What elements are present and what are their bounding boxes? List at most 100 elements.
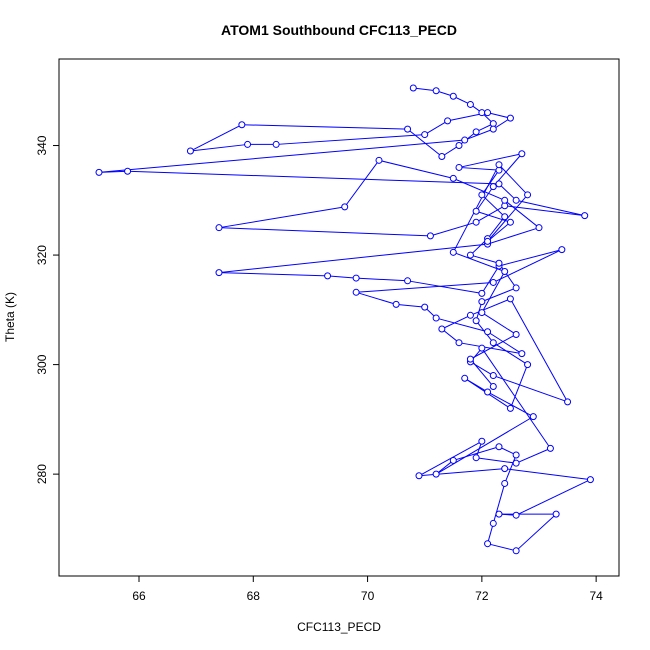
series-line-segment	[509, 364, 529, 409]
data-point	[466, 311, 474, 319]
series-line-segment	[356, 281, 494, 293]
series-line-segment	[475, 186, 494, 212]
series-line-segment	[504, 468, 591, 481]
series-line-segment	[436, 317, 488, 333]
series-line-segment	[190, 124, 243, 152]
series-line-segment	[407, 280, 482, 294]
series-line-segment	[276, 134, 425, 145]
data-point	[501, 479, 509, 487]
data-point	[518, 350, 526, 358]
series-line-segment	[516, 199, 585, 217]
series-line-segment	[441, 314, 471, 330]
data-point	[512, 330, 520, 338]
data-point	[524, 361, 532, 369]
data-point	[375, 156, 383, 164]
series-line-segment	[481, 312, 517, 335]
series-line-segment	[481, 347, 551, 449]
y-tick-label: 280	[35, 464, 49, 484]
series-line-segment	[218, 243, 488, 274]
series-line-segment	[435, 416, 534, 475]
series-line-segment	[378, 159, 454, 179]
series-line-segment	[435, 460, 454, 475]
data-point	[512, 511, 520, 519]
data-point	[466, 355, 474, 363]
y-tick-label: 320	[35, 245, 49, 265]
data-point	[489, 183, 497, 191]
data-point	[484, 328, 492, 336]
data-point	[426, 232, 434, 240]
series-line-segment	[470, 358, 494, 387]
series-line-segment	[475, 205, 505, 223]
data-point	[244, 140, 252, 148]
data-point	[432, 470, 440, 478]
series-line-segment	[487, 331, 523, 355]
data-point	[352, 288, 360, 296]
series-line-segment	[218, 206, 345, 229]
series-line-segment	[493, 342, 528, 366]
data-point	[455, 142, 463, 150]
data-point	[546, 444, 554, 452]
data-point	[392, 300, 400, 308]
data-point	[506, 295, 514, 303]
data-point	[272, 140, 280, 148]
data-point	[478, 191, 486, 199]
series-line-segment	[424, 120, 448, 136]
x-axis-label: CFC113_PECD	[297, 620, 381, 634]
series-line-segment	[487, 227, 540, 245]
data-point	[472, 207, 480, 215]
data-point	[404, 277, 412, 285]
data-point	[478, 109, 486, 117]
data-point	[512, 547, 520, 555]
series-line-segment	[218, 227, 431, 237]
series-line-segment	[453, 251, 505, 272]
y-tick-label: 340	[35, 135, 49, 155]
data-point	[215, 224, 223, 232]
data-point	[215, 269, 223, 277]
data-point	[478, 309, 486, 317]
data-point	[449, 456, 457, 464]
data-point	[432, 87, 440, 95]
data-point	[444, 117, 452, 125]
series-line-segment	[464, 128, 494, 141]
series-line-segment	[418, 468, 505, 477]
data-point	[489, 125, 497, 133]
series-line-segment	[481, 271, 506, 313]
series-line-segment	[344, 160, 380, 208]
data-point	[501, 465, 509, 473]
x-tick-label: 66	[132, 589, 146, 603]
series-line-segment	[481, 194, 506, 218]
data-point	[564, 398, 572, 406]
series-lines	[98, 87, 591, 552]
series-line-segment	[218, 272, 328, 277]
data-point	[438, 325, 446, 333]
data-point	[449, 248, 457, 256]
series-line-segment	[241, 124, 408, 130]
data-point	[124, 167, 132, 175]
data-point	[512, 451, 520, 459]
data-point	[501, 213, 509, 221]
data-point	[186, 147, 194, 155]
y-axis: 280 300 320 340	[35, 135, 60, 484]
data-point	[484, 540, 492, 548]
data-point	[489, 372, 497, 380]
series-line-segment	[430, 221, 477, 237]
series-line-segment	[441, 328, 460, 344]
data-point	[506, 114, 514, 122]
data-point	[518, 150, 526, 158]
data-point	[438, 152, 446, 160]
series-line-segment	[487, 543, 517, 552]
x-tick-label: 70	[361, 589, 375, 603]
data-point	[478, 344, 486, 352]
data-point	[478, 437, 486, 445]
data-point	[466, 100, 474, 108]
data-point	[472, 454, 480, 462]
series-line-segment	[356, 277, 408, 282]
series-line-segment	[515, 447, 551, 464]
data-point	[352, 274, 360, 282]
data-point	[489, 339, 497, 347]
x-tick-label: 72	[475, 589, 489, 603]
data-point	[415, 472, 423, 480]
data-point	[489, 519, 497, 527]
series-line-segment	[355, 291, 397, 305]
data-point	[495, 180, 503, 188]
